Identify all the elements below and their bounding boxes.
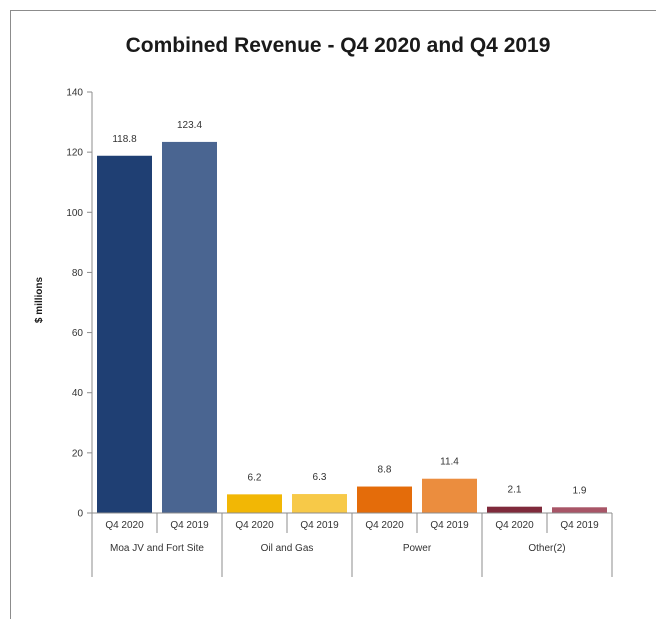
period-label: Q4 2019 — [300, 520, 339, 531]
y-tick-label: 20 — [72, 448, 84, 459]
y-axis: 0 20 40 60 80 100 120 140 — [66, 88, 93, 520]
data-label: 123.4 — [177, 120, 202, 131]
y-tick-label: 80 — [72, 268, 84, 279]
x-axis: Q4 2020 Q4 2019 Moa JV and Fort Site Q4 202… — [91, 512, 613, 577]
bar — [162, 141, 217, 513]
category-label: Moa JV and Fort Site — [110, 543, 204, 554]
bar — [97, 155, 152, 513]
category-label: Other(2) — [528, 543, 565, 554]
bar — [357, 486, 412, 513]
y-tick-label: 120 — [66, 148, 83, 159]
bar — [552, 507, 607, 513]
bar — [292, 494, 347, 513]
data-label: 118.8 — [112, 134, 137, 145]
bar — [487, 506, 542, 513]
period-label: Q4 2020 — [235, 520, 274, 531]
data-label: 1.9 — [573, 485, 587, 496]
category-label: Power — [403, 543, 432, 554]
period-label: Q4 2019 — [430, 520, 469, 531]
y-tick-label: 60 — [72, 328, 84, 339]
y-tick-label: 140 — [66, 88, 83, 99]
y-tick-label: 40 — [72, 388, 84, 399]
bars: 118.8 123.4 6.2 6.3 8.8 11.4 2.1 1.9 — [97, 120, 607, 513]
data-label: 8.8 — [378, 465, 392, 476]
category-label: Oil and Gas — [261, 543, 314, 554]
chart-frame — [10, 10, 656, 619]
y-tick-label: 100 — [66, 208, 83, 219]
data-label: 6.3 — [313, 472, 327, 483]
y-tick-label: 0 — [77, 509, 83, 520]
period-label: Q4 2019 — [560, 520, 599, 531]
data-label: 6.2 — [248, 472, 262, 483]
period-label: Q4 2020 — [105, 520, 144, 531]
data-label: 11.4 — [440, 457, 459, 468]
chart-title: Combined Revenue - Q4 2020 and Q4 2019 — [125, 34, 551, 57]
y-axis-title: $ millions — [34, 277, 45, 324]
period-label: Q4 2020 — [365, 520, 404, 531]
period-label: Q4 2020 — [495, 520, 534, 531]
bar — [422, 478, 477, 513]
bar — [227, 494, 282, 513]
period-label: Q4 2019 — [170, 520, 209, 531]
data-label: 2.1 — [508, 485, 522, 496]
